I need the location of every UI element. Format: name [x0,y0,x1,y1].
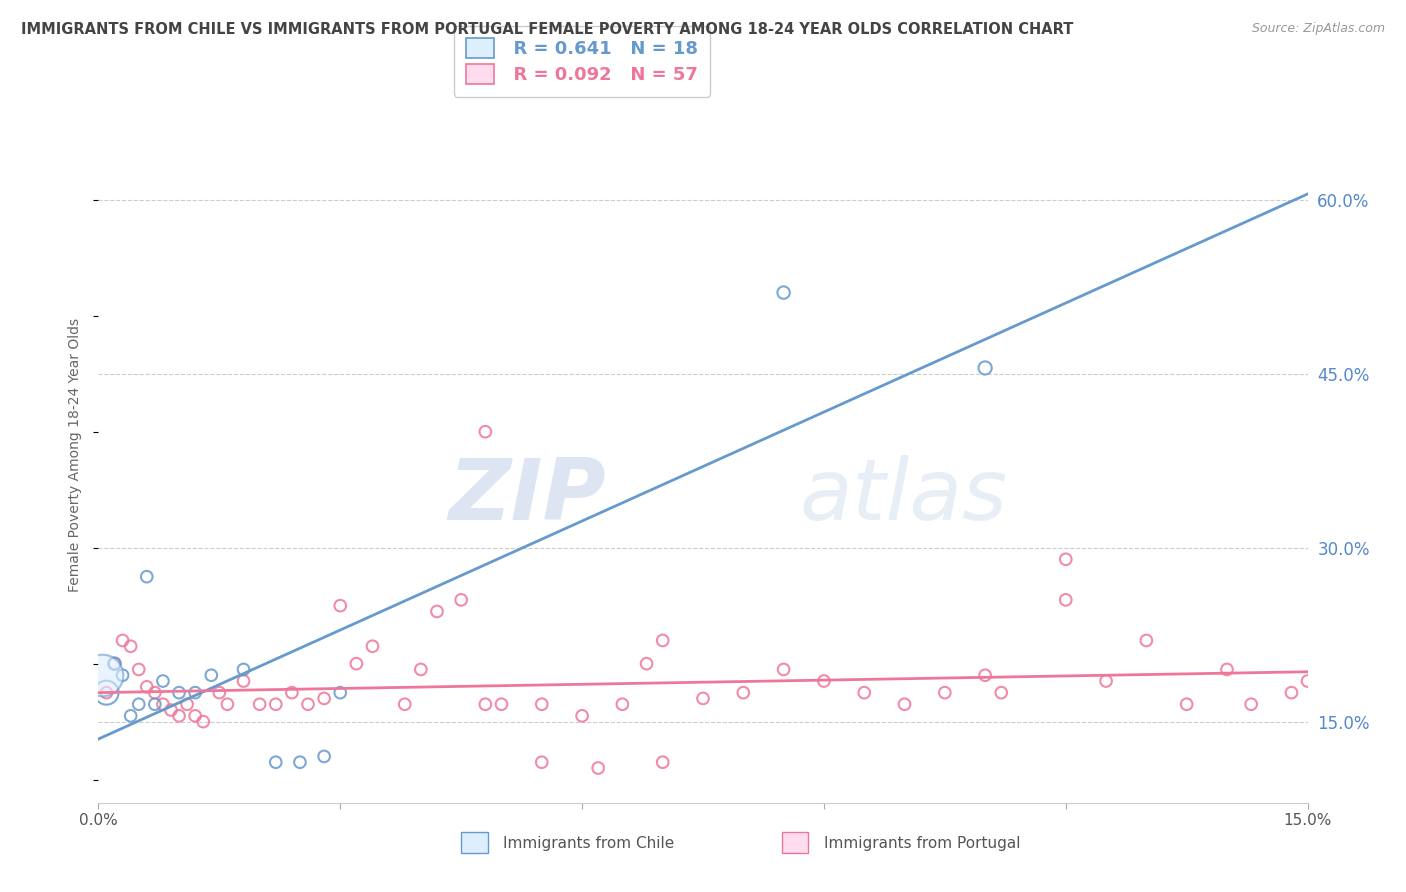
Point [143,686,166,700]
Text: atlas: atlas [800,455,1008,538]
Point [167,708,190,723]
Point [1296,674,1319,689]
Point [893,698,915,712]
Point [143,698,166,712]
Point [1240,698,1263,712]
Point [128,662,150,676]
Text: Immigrants from Chile: Immigrants from Chile [503,836,675,851]
Point [974,668,997,682]
Point [135,570,157,584]
Point [394,698,416,712]
Point [1054,552,1077,566]
Point [450,592,472,607]
Point [974,361,997,376]
Text: Source: ZipAtlas.com: Source: ZipAtlas.com [1251,22,1385,36]
Point [1216,662,1239,676]
Y-axis label: Female Poverty Among 18-24 Year Olds: Female Poverty Among 18-24 Year Olds [69,318,83,592]
Point [409,662,432,676]
Point [103,657,125,671]
Point [1054,592,1077,607]
Point [200,668,222,682]
FancyBboxPatch shape [782,832,808,853]
Point [853,686,876,700]
Point [111,668,134,682]
Point [120,708,142,723]
Point [152,674,174,689]
Point [264,755,287,769]
Point [990,686,1012,700]
Point [217,698,239,712]
Point [651,755,673,769]
Point [934,686,956,700]
Point [586,761,609,775]
Point [96,686,118,700]
Point [651,633,673,648]
Text: Immigrants from Portugal: Immigrants from Portugal [824,836,1021,851]
Point [530,698,553,712]
Point [297,698,319,712]
Point [232,662,254,676]
Point [329,599,352,613]
Point [288,755,311,769]
Point [135,680,157,694]
Point [249,698,271,712]
Point [314,691,336,706]
Text: IMMIGRANTS FROM CHILE VS IMMIGRANTS FROM PORTUGAL FEMALE POVERTY AMONG 18-24 YEA: IMMIGRANTS FROM CHILE VS IMMIGRANTS FROM… [21,22,1073,37]
Point [426,605,449,619]
Point [692,691,714,706]
Point [329,686,352,700]
Point [128,698,150,712]
Point [314,749,336,764]
Point [103,657,125,671]
Point [176,698,198,712]
Point [193,714,215,729]
Point [571,708,593,723]
Point [232,674,254,689]
Point [152,698,174,712]
Point [1175,698,1198,712]
Point [491,698,513,712]
Point [612,698,634,712]
Point [772,662,794,676]
Point [772,285,794,300]
Point [281,686,304,700]
Point [91,668,114,682]
Point [344,657,367,671]
Point [530,755,553,769]
Point [96,686,118,700]
Point [1135,633,1157,648]
Point [474,425,496,439]
FancyBboxPatch shape [461,832,488,853]
Point [184,708,207,723]
Point [636,657,658,671]
Point [1281,686,1303,700]
Point [120,639,142,653]
Point [1095,674,1118,689]
Point [184,686,207,700]
Point [208,686,231,700]
Point [264,698,287,712]
Point [167,686,190,700]
Point [361,639,384,653]
Point [160,703,183,717]
Point [111,633,134,648]
Point [733,686,755,700]
Legend:   R = 0.641   N = 18,   R = 0.092   N = 57: R = 0.641 N = 18, R = 0.092 N = 57 [454,26,710,97]
Point [813,674,835,689]
Point [474,698,496,712]
Text: ZIP: ZIP [449,455,606,538]
